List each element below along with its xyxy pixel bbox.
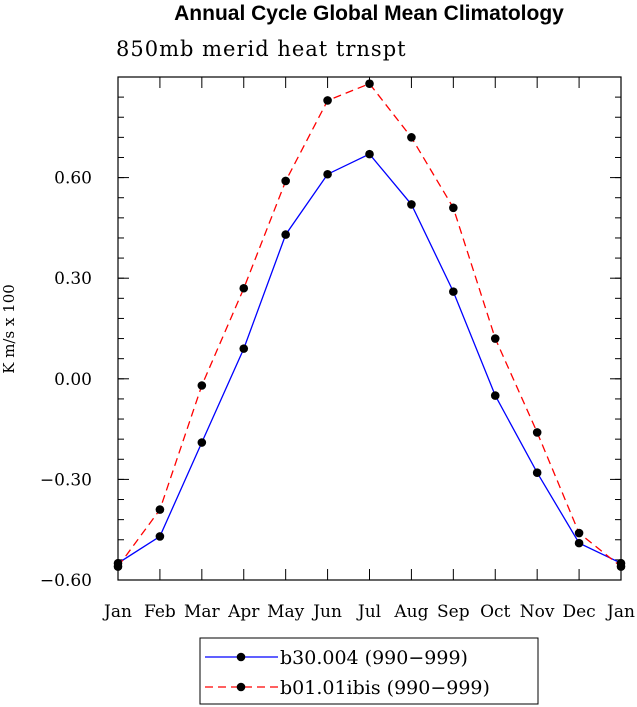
x-tick-label: May xyxy=(267,602,305,622)
axes: Jan Feb Mar Apr May Jun Jul Aug Sep Oct Nov Dec Jan−… xyxy=(40,76,635,622)
y-tick-label: −0.30 xyxy=(40,470,92,490)
series-1-point xyxy=(365,79,374,89)
series-1-point xyxy=(490,334,500,343)
series-0-point xyxy=(407,200,416,209)
series-1-point xyxy=(323,96,332,105)
series-0-point xyxy=(365,149,374,159)
series-1-point xyxy=(113,562,123,571)
y-tick-label: 0.60 xyxy=(54,169,92,189)
x-tick-label: Nov xyxy=(520,602,555,622)
chart-subtitle: 850mb merid heat trnspt xyxy=(116,37,407,61)
series-1-point xyxy=(616,562,626,571)
y-tick-label: 0.00 xyxy=(54,370,92,390)
x-tick-label: Jul xyxy=(356,602,381,622)
series-0-point xyxy=(449,287,458,296)
series-1-point xyxy=(155,505,165,514)
chart-title: Annual Cycle Global Mean Climatology xyxy=(174,2,564,25)
x-tick-label: Feb xyxy=(144,602,176,622)
series-0-point xyxy=(323,169,332,179)
y-tick-label: 0.30 xyxy=(54,269,92,289)
x-tick-label: Mar xyxy=(184,602,221,622)
series-0-point xyxy=(155,532,165,541)
series-0-point xyxy=(239,344,249,353)
series-1-point xyxy=(449,203,458,213)
y-tick-label: −0.60 xyxy=(40,571,92,591)
x-tick-label: Apr xyxy=(227,602,260,622)
x-tick-label: Dec xyxy=(562,602,595,622)
x-tick-label: Sep xyxy=(437,602,470,622)
legend: b30.004 (990−999) b01.01ibis (990−999) xyxy=(199,637,539,705)
series-line-0 xyxy=(117,153,622,564)
series-1-point xyxy=(532,428,542,437)
series-0-point xyxy=(490,391,500,400)
series-1-point xyxy=(574,528,584,538)
legend-marker-1 xyxy=(236,682,246,692)
series-1-point xyxy=(281,176,290,186)
x-tick-label: Aug xyxy=(393,602,428,622)
series-0-point xyxy=(197,438,207,447)
x-tick-label: Jan xyxy=(605,602,635,622)
y-axis-label: K m/s x 100 xyxy=(0,284,18,374)
series-1-point xyxy=(239,283,249,293)
legend-label-0: b30.004 (990−999) xyxy=(280,647,468,669)
series-layer xyxy=(113,79,626,571)
legend-marker-0 xyxy=(236,652,246,662)
series-1-point xyxy=(407,133,416,142)
series-1-point xyxy=(197,381,207,390)
x-tick-label: Jan xyxy=(102,602,132,622)
x-tick-label: Oct xyxy=(480,602,510,622)
x-tick-label: Jun xyxy=(311,602,342,622)
series-0-point xyxy=(532,468,542,477)
legend-box xyxy=(199,637,539,705)
series-0-point xyxy=(281,230,290,239)
legend-label-1: b01.01ibis (990−999) xyxy=(280,677,490,699)
series-0-point xyxy=(574,538,584,548)
